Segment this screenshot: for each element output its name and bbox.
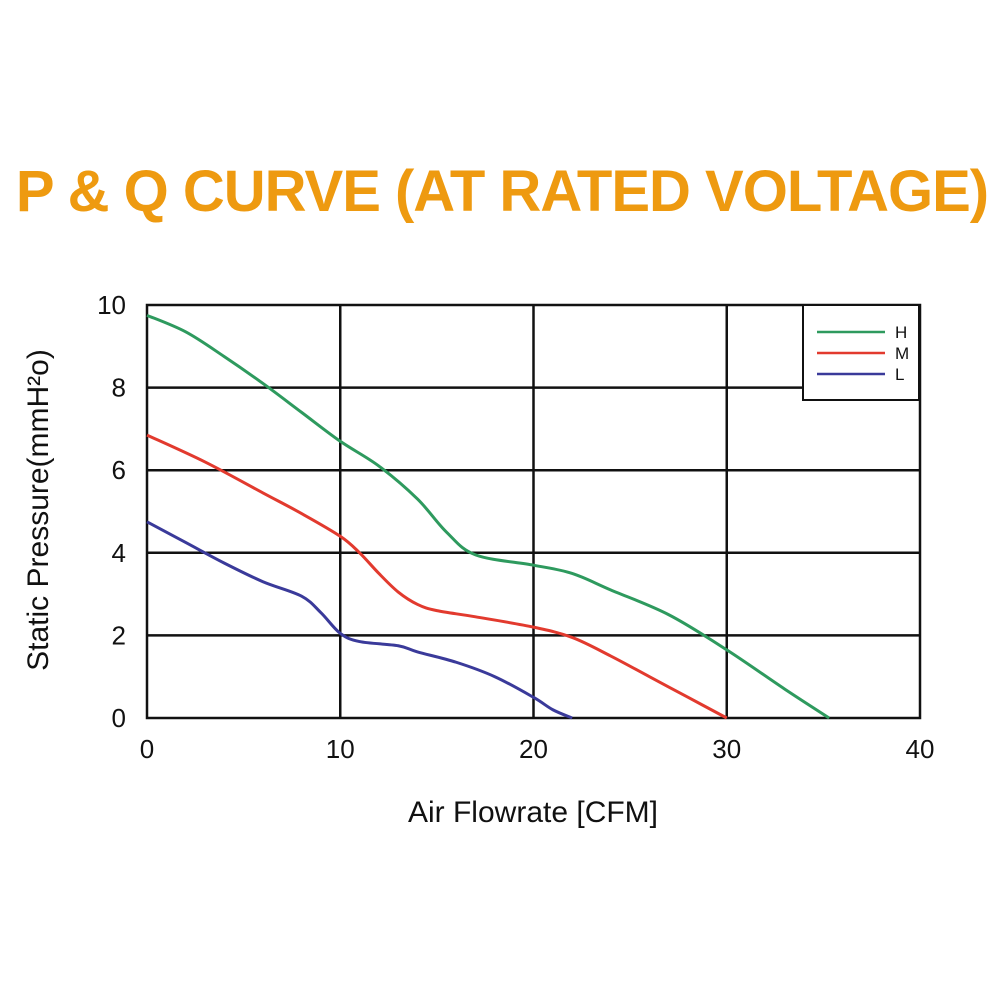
y-tick-label: 10	[97, 290, 126, 320]
x-tick-label: 0	[140, 734, 154, 764]
y-tick-label: 6	[112, 455, 126, 485]
legend: HML	[802, 304, 920, 401]
series-line-M	[146, 433, 728, 720]
x-tick-label: 30	[712, 734, 741, 764]
chart-title: P & Q CURVE (AT RATED VOLTAGE)	[15, 159, 989, 224]
legend-label-L: L	[895, 365, 904, 384]
series-lines	[146, 313, 830, 720]
legend-label-H: H	[895, 323, 907, 342]
series-line-L	[146, 520, 573, 720]
y-tick-label: 8	[112, 373, 126, 403]
series-line-H	[146, 313, 830, 720]
y-tick-label: 0	[112, 703, 126, 733]
x-tick-label: 10	[326, 734, 355, 764]
grid	[145, 303, 922, 720]
legend-label-M: M	[895, 344, 909, 363]
y-axis-label: Static Pressure(mmH²o)	[22, 349, 55, 671]
y-tick-label: 2	[112, 620, 126, 650]
x-axis-label: Air Flowrate [CFM]	[408, 796, 658, 829]
y-tick-label: 4	[112, 538, 126, 568]
tick-labels: 0 10 20 30 40 0 2 4 6 8 10	[97, 290, 934, 764]
x-tick-label: 40	[906, 734, 935, 764]
x-tick-label: 20	[519, 734, 548, 764]
